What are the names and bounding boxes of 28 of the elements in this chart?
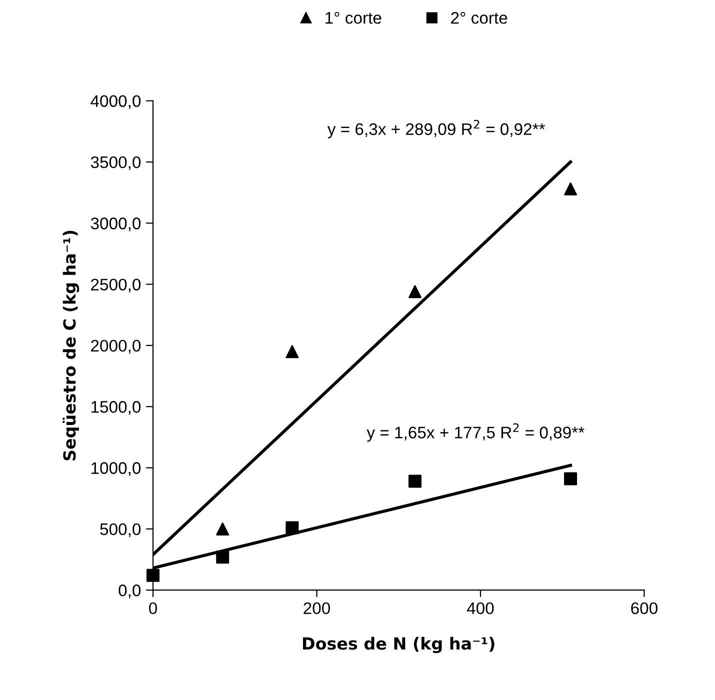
y-axis-title: Seqüestro de C (kg ha⁻¹) — [62, 230, 80, 460]
y-tick-label: 3000,0 — [90, 218, 141, 232]
x-tick-label: 600 — [631, 602, 658, 614]
y-tick-label: 3500,0 — [90, 156, 141, 170]
annotation: y = 1,65x + 177,5 R$^{2}$ = 0,89** — [366, 423, 584, 442]
x-tick-label: 200 — [304, 602, 330, 614]
x-axis-title: Doses de N (kg ha⁻¹) — [303, 636, 494, 654]
y-tick-label: 500,0 — [100, 523, 141, 538]
point — [408, 285, 422, 298]
point — [216, 522, 230, 536]
y-tick-label: 2500,0 — [91, 278, 141, 292]
annotation: y = 6,3x + 289,09 R$^{2}$ = 0,92** — [327, 120, 546, 138]
point — [216, 550, 230, 564]
point — [408, 474, 422, 488]
y-tick-label: 1000,0 — [92, 462, 141, 476]
point — [564, 472, 578, 486]
y-tick-label: 2000,0 — [91, 340, 141, 354]
legend-label: 1° corte — [326, 12, 382, 24]
point — [286, 345, 299, 358]
x-tick-label: 0 — [149, 602, 157, 614]
x-tick-label: 400 — [466, 602, 494, 614]
y-tick-label: 4000,0 — [90, 95, 141, 109]
y-tick-label: 1500,0 — [92, 401, 141, 415]
point — [564, 182, 578, 196]
y-tick-label: 0,0 — [118, 584, 141, 598]
legend-label: 2° corte — [451, 12, 508, 24]
point — [146, 568, 160, 582]
point — [286, 521, 299, 534]
